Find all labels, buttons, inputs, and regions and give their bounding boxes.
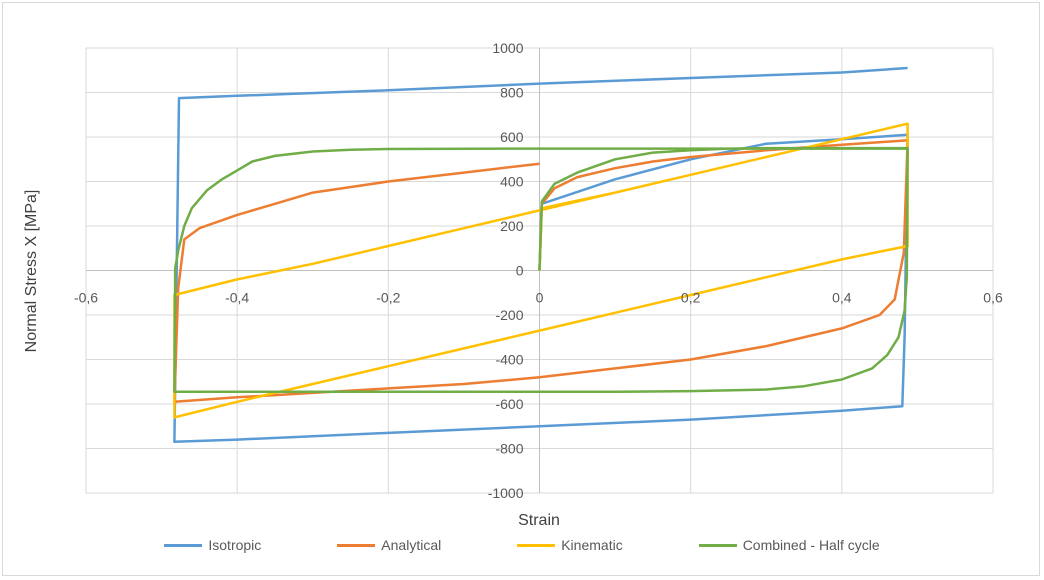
- x-tick-label: 0,6: [983, 290, 1003, 306]
- y-tick-label: -400: [495, 352, 523, 368]
- legend-label: Kinematic: [561, 537, 623, 553]
- x-tick-label: -0,2: [376, 290, 400, 306]
- legend: Isotropic Analytical Kinematic Combined - H…: [0, 533, 1044, 557]
- legend-swatch: [164, 543, 203, 547]
- legend-item-kinematic: Kinematic: [517, 537, 623, 553]
- legend-label: Combined - Half cycle: [742, 537, 880, 553]
- x-tick-label: 0: [536, 290, 544, 306]
- legend-item-isotropic: Isotropic: [164, 537, 261, 553]
- legend-label: Analytical: [381, 537, 442, 553]
- legend-item-analytical: Analytical: [337, 537, 441, 553]
- series-line-analytical: [173, 139, 909, 404]
- series-layer: [173, 66, 909, 444]
- y-axis-title: Normal Stress X [MPa]: [23, 190, 40, 353]
- y-tick-label: 200: [500, 218, 524, 234]
- x-axis-title: Strain: [518, 512, 560, 529]
- y-tick-label: -800: [495, 441, 523, 457]
- y-tick-label: 1000: [492, 40, 523, 56]
- y-tick-label: 0: [516, 263, 524, 279]
- tick-layer: -1000 -800 -600 -400 -200 0 200 400 600 800 1000 -0…: [74, 40, 1003, 501]
- x-tick-label: -0,6: [74, 290, 98, 306]
- y-tick-label: -1000: [488, 485, 524, 501]
- legend-swatch: [698, 543, 737, 547]
- legend-item-combined-half-cycle: Combined - Half cycle: [698, 537, 880, 553]
- y-tick-label: 400: [500, 174, 524, 190]
- legend-swatch: [337, 543, 376, 547]
- legend-swatch: [517, 543, 556, 547]
- series-line-kinematic: [173, 122, 909, 419]
- series-line-combined-half-cycle: [173, 146, 909, 394]
- y-tick-label: -200: [495, 307, 523, 323]
- legend-label: Isotropic: [208, 537, 262, 553]
- y-tick-label: 800: [500, 85, 524, 101]
- y-tick-label: -600: [495, 396, 523, 412]
- x-tick-label: -0,4: [225, 290, 249, 306]
- y-tick-label: 600: [500, 129, 524, 145]
- x-tick-label: 0,4: [832, 290, 852, 306]
- x-tick-label: 0,2: [681, 290, 701, 306]
